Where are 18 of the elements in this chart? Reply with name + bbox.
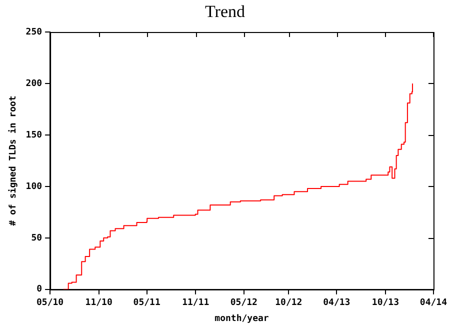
y-tick-label: 50 — [31, 233, 42, 244]
x-tick-label: 05/10 — [36, 298, 64, 308]
x-tick-label: 10/13 — [372, 298, 400, 308]
x-axis-title: month/year — [214, 314, 270, 324]
y-tick-label: 0 — [36, 284, 42, 295]
x-tick-label: 10/12 — [275, 298, 302, 308]
x-tick-label: 05/12 — [230, 298, 258, 308]
x-tick-label: 04/14 — [420, 298, 448, 308]
chart-title: Trend — [204, 2, 246, 22]
y-tick-label: 100 — [26, 182, 42, 192]
x-tick-label: 11/11 — [182, 298, 210, 308]
y-tick-label: 250 — [26, 27, 42, 38]
y-tick-label: 200 — [26, 78, 42, 89]
y-tick-label: 150 — [26, 130, 42, 140]
x-tick-label: 04/13 — [323, 298, 350, 308]
y-axis-title: # of signed TLDs in root — [8, 96, 19, 226]
x-tick-label: 05/11 — [133, 298, 160, 308]
x-tick-label: 11/10 — [85, 298, 112, 308]
